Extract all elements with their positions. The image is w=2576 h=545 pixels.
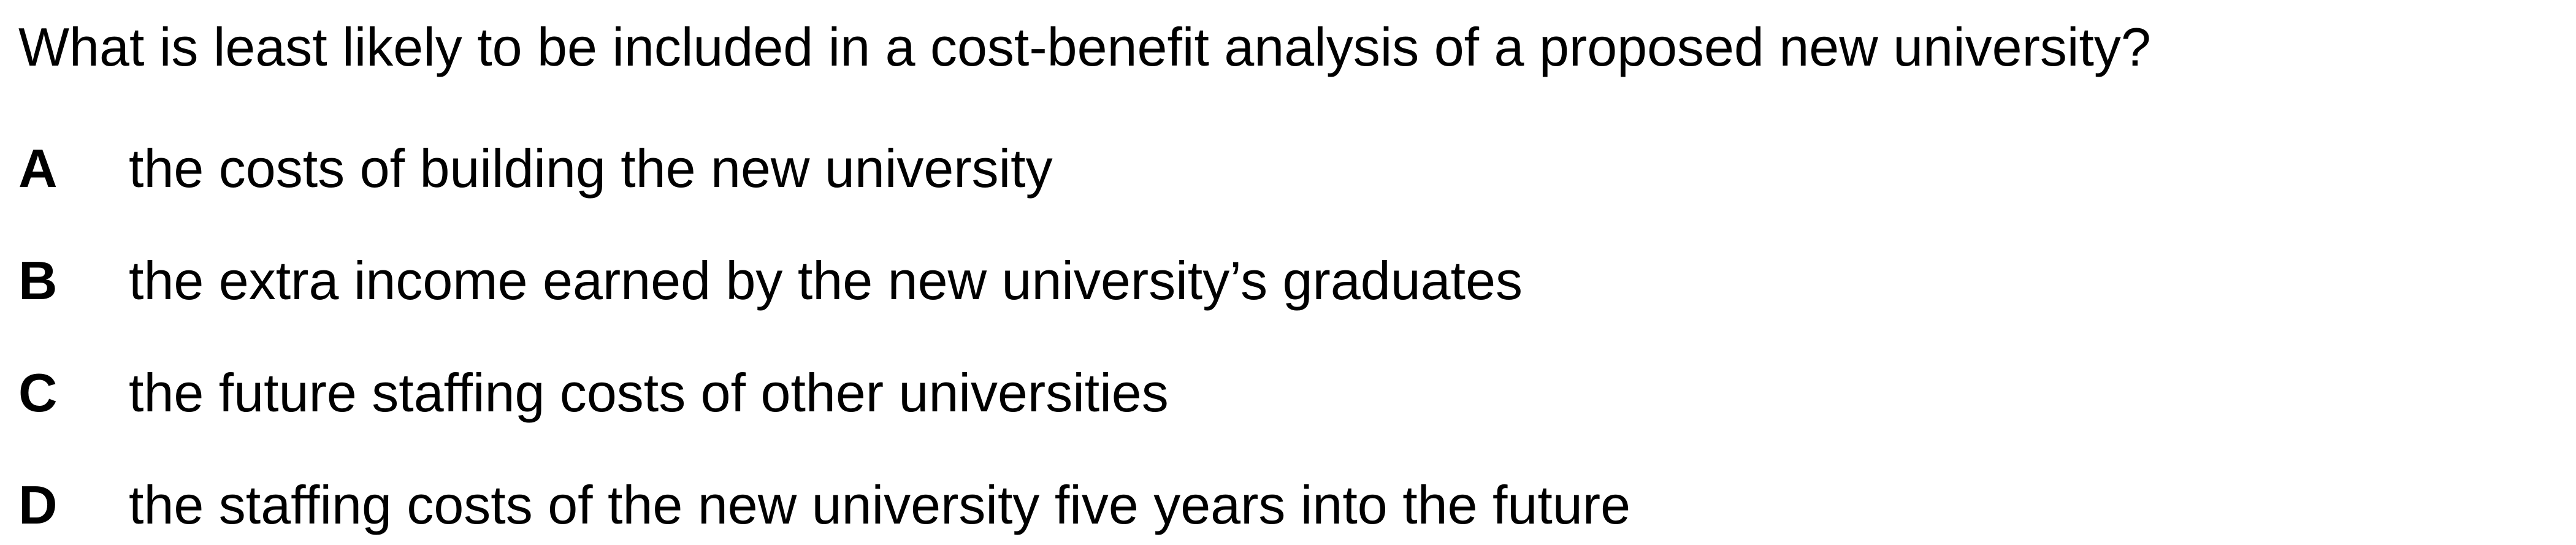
option-text: the extra income earned by the new unive… [129, 250, 1523, 311]
option-letter: D [18, 474, 58, 535]
option-letter: A [18, 138, 58, 199]
option-text: the costs of building the new university [129, 138, 1053, 199]
option-text: the future staffing costs of other unive… [129, 362, 1169, 423]
question-text: What is least likely to be included in a… [18, 17, 2151, 77]
option-letter: B [18, 250, 58, 311]
option-text: the staffing costs of the new university… [129, 474, 1631, 535]
option-letter: C [18, 362, 58, 423]
